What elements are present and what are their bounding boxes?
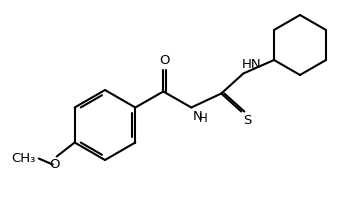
Text: O: O — [159, 54, 170, 67]
Text: O: O — [49, 158, 60, 170]
Text: N: N — [192, 110, 202, 123]
Text: S: S — [243, 113, 252, 127]
Text: H: H — [199, 113, 208, 126]
Text: HN: HN — [241, 59, 261, 71]
Text: CH₃: CH₃ — [11, 152, 36, 165]
